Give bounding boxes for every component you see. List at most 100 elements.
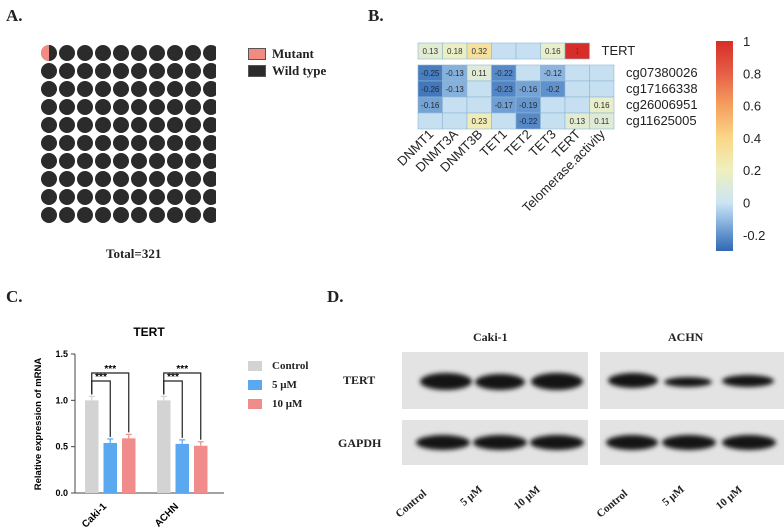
waffle-dot xyxy=(95,117,111,133)
tert-bar-chart: TERT 1.5 1.0 0.5 0.0 Relative expression of m… xyxy=(33,325,224,530)
band xyxy=(722,375,774,387)
waffle-dot xyxy=(113,171,129,187)
waffle-dot xyxy=(167,117,183,133)
waffle-dot xyxy=(113,45,129,61)
panel-a-legend: Mutant Wild type xyxy=(248,45,326,79)
y-tick-label: 1.0 xyxy=(55,395,68,405)
heatmap-value: 0.11 xyxy=(594,117,610,126)
waffle-dot xyxy=(113,117,129,133)
heatmap-cell xyxy=(515,64,541,82)
total-label: Total=321 xyxy=(106,246,162,261)
heatmap-value: -0.12 xyxy=(544,69,563,78)
waffle-dot xyxy=(41,81,57,97)
significance-bracket xyxy=(163,372,202,440)
waffle-dot xyxy=(167,63,183,79)
bar xyxy=(157,400,171,493)
waffle-dot xyxy=(203,153,216,169)
heatmap-value: -0.13 xyxy=(446,85,465,94)
waffle-dot xyxy=(77,63,93,79)
waffle-dot xyxy=(77,135,93,151)
heatmap-value: 0.13 xyxy=(569,117,585,126)
waffle-dot xyxy=(131,189,147,205)
heatmap-cell xyxy=(540,96,566,114)
waffle-dot xyxy=(131,153,147,169)
waffle-dot xyxy=(77,99,93,115)
heatmap-value: 0.32 xyxy=(471,47,487,56)
heatmap-value: 0.16 xyxy=(594,101,610,110)
heatmap-cell xyxy=(589,80,615,98)
waffle-dot xyxy=(41,63,57,79)
waffle-dot xyxy=(203,81,216,97)
waffle-dot xyxy=(113,63,129,79)
waffle-dot xyxy=(59,81,75,97)
waffle-dot xyxy=(41,171,57,187)
lane-label: 10 μM xyxy=(511,483,543,513)
waffle-dot xyxy=(149,99,165,115)
chart-title: TERT xyxy=(133,325,165,339)
waffle-dot xyxy=(113,189,129,205)
waffle-dot xyxy=(149,63,165,79)
panel-a-label: A. xyxy=(6,6,23,25)
lane-label: 10 μM xyxy=(713,483,745,513)
bar xyxy=(85,400,99,493)
y-axis-label: Relative expression of mRNA xyxy=(33,358,44,491)
waffle-dot xyxy=(149,45,165,61)
heatmap-value: -0.19 xyxy=(519,101,538,110)
waffle-dot xyxy=(185,189,201,205)
heatmap-value: 1 xyxy=(575,47,580,56)
waffle-dot xyxy=(113,153,129,169)
waffle-dot xyxy=(185,135,201,151)
significance-marker: *** xyxy=(104,364,116,375)
y-tick-label: 0.0 xyxy=(55,488,68,498)
waffle-dot xyxy=(95,189,111,205)
waffle-dot xyxy=(185,99,201,115)
waffle-dot xyxy=(131,81,147,97)
waffle-dot xyxy=(95,99,111,115)
heatmap-value: -0.17 xyxy=(495,101,514,110)
heatmap-cell xyxy=(564,42,590,60)
waffle-dot xyxy=(203,117,216,133)
y-tick-label: 1.5 xyxy=(55,349,68,359)
heatmap-cell xyxy=(564,96,590,114)
waffle-dot xyxy=(95,63,111,79)
colorbar-tick: 0.4 xyxy=(743,131,761,146)
waffle-dot xyxy=(131,99,147,115)
correlation-heatmap: 0.13 0.18 0.32 0.16 1 TERT -0.25 -0.13 0.11 -0.22… xyxy=(394,34,765,251)
waffle-dot xyxy=(113,135,129,151)
waffle-dot xyxy=(95,153,111,169)
bar xyxy=(194,445,208,493)
colorbar-tick: 1 xyxy=(743,34,750,49)
colorbar-tick: 0 xyxy=(743,196,750,211)
heatmap-value: -0.16 xyxy=(421,101,440,110)
waffle-dot xyxy=(167,153,183,169)
waffle-dot xyxy=(167,207,183,223)
waffle-dot xyxy=(203,63,216,79)
legend-item-wild-type: Wild type xyxy=(248,62,326,79)
waffle-dot xyxy=(77,171,93,187)
x-category-label: Caki-1 xyxy=(80,501,109,530)
heatmap-value: -0.22 xyxy=(495,69,514,78)
legend-item-mutant: Mutant xyxy=(248,45,326,62)
waffle-mutant-slice xyxy=(41,45,49,61)
waffle-dot xyxy=(77,207,93,223)
waffle-dot xyxy=(131,171,147,187)
waffle-dot xyxy=(131,45,147,61)
waffle-dot xyxy=(59,189,75,205)
band xyxy=(722,435,776,450)
heatmap-col-label: TET1 xyxy=(477,127,510,160)
waffle-dot xyxy=(185,153,201,169)
legend-item-10um: 10 μM xyxy=(248,394,308,413)
colorbar-tick: 0.8 xyxy=(743,66,761,81)
blot-tert-caki1 xyxy=(402,352,588,409)
row-label-gapdh: GAPDH xyxy=(338,436,382,450)
band xyxy=(530,435,584,450)
waffle-dot xyxy=(41,189,57,205)
heatmap-row-label: cg11625005 xyxy=(626,113,697,128)
waffle-dot xyxy=(41,153,57,169)
legend-item-5um: 5 μM xyxy=(248,375,308,394)
heatmap-row-label: cg26006951 xyxy=(626,97,698,112)
waffle-dot xyxy=(59,171,75,187)
colorbar-tick: -0.2 xyxy=(743,228,765,243)
blot-tert-achn xyxy=(600,352,784,409)
waffle-dot xyxy=(77,153,93,169)
